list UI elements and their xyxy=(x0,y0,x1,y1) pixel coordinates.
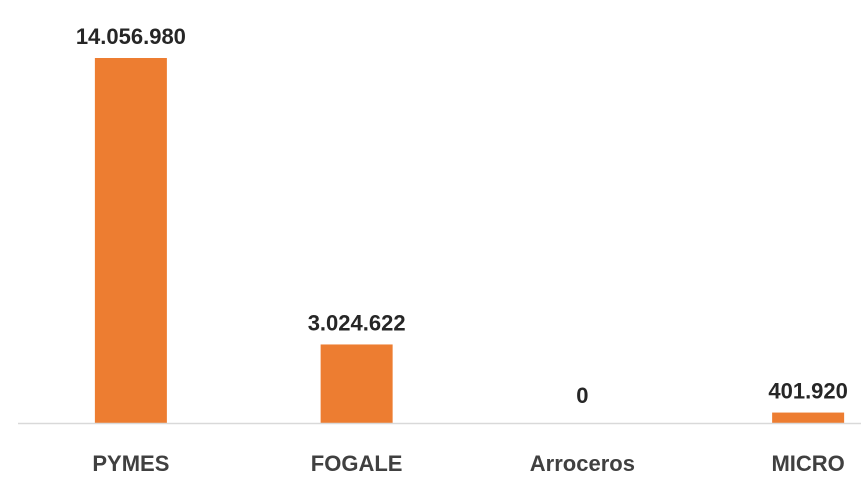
category-label-pymes: PYMES xyxy=(92,451,169,476)
data-label-micro: 401.920 xyxy=(768,379,848,404)
data-label-fogale: 3.024.622 xyxy=(308,310,406,335)
category-label-arroceros: Arroceros xyxy=(530,451,635,476)
category-label-fogale: FOGALE xyxy=(311,451,403,476)
bar-pymes xyxy=(94,58,167,423)
value-labels-group: 14.056.980 3.024.622 0 401.920 xyxy=(76,24,848,408)
data-label-pymes: 14.056.980 xyxy=(76,24,186,49)
data-label-arroceros: 0 xyxy=(576,383,588,408)
bar-micro xyxy=(772,412,845,423)
bar-fogale xyxy=(320,344,393,423)
bars-group xyxy=(94,58,845,423)
category-label-micro: MICRO xyxy=(771,451,844,476)
category-labels-group: PYMES FOGALE Arroceros MICRO xyxy=(92,451,844,476)
